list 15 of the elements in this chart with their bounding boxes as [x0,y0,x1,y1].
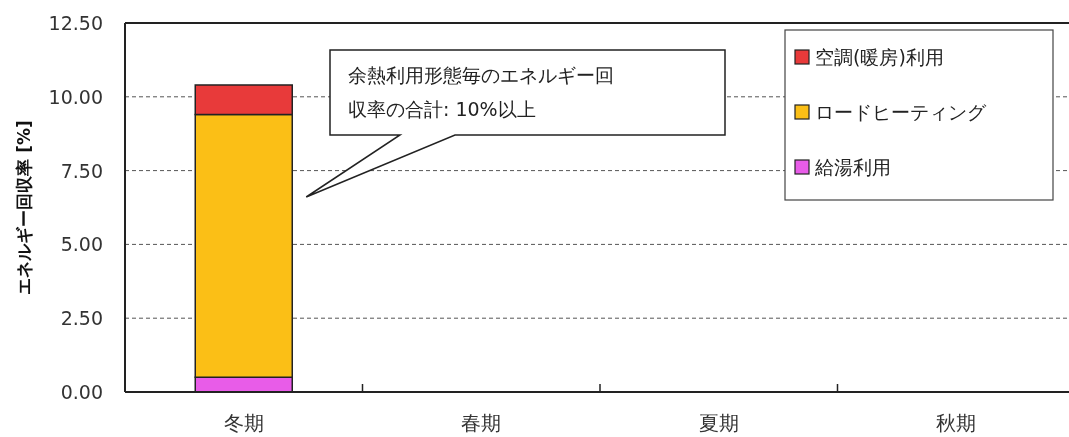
y-tick-label: 7.50 [60,159,103,182]
y-tick-label: 10.00 [48,85,103,108]
y-tick-label: 5.00 [60,233,103,256]
y-axis-title: エネルギー回収率 [%] [14,120,34,295]
y-tick-label: 2.50 [60,307,103,330]
x-tick-label: 夏期 [698,411,739,435]
y-tick-label: 12.50 [48,12,103,34]
y-tick-label: 0.00 [60,381,103,403]
legend-label: ロードヒーティング [815,101,987,123]
legend-label: 空調(暖房)利用 [815,46,944,68]
legend-label: 給湯利用 [814,156,891,178]
x-tick-label: 冬期 [223,411,264,435]
x-tick-label: 春期 [461,411,502,435]
x-tick-label: 秋期 [936,411,977,435]
annotation: 余熱利用形態毎のエネルギー回収率の合計: 10%以上 [348,64,614,120]
